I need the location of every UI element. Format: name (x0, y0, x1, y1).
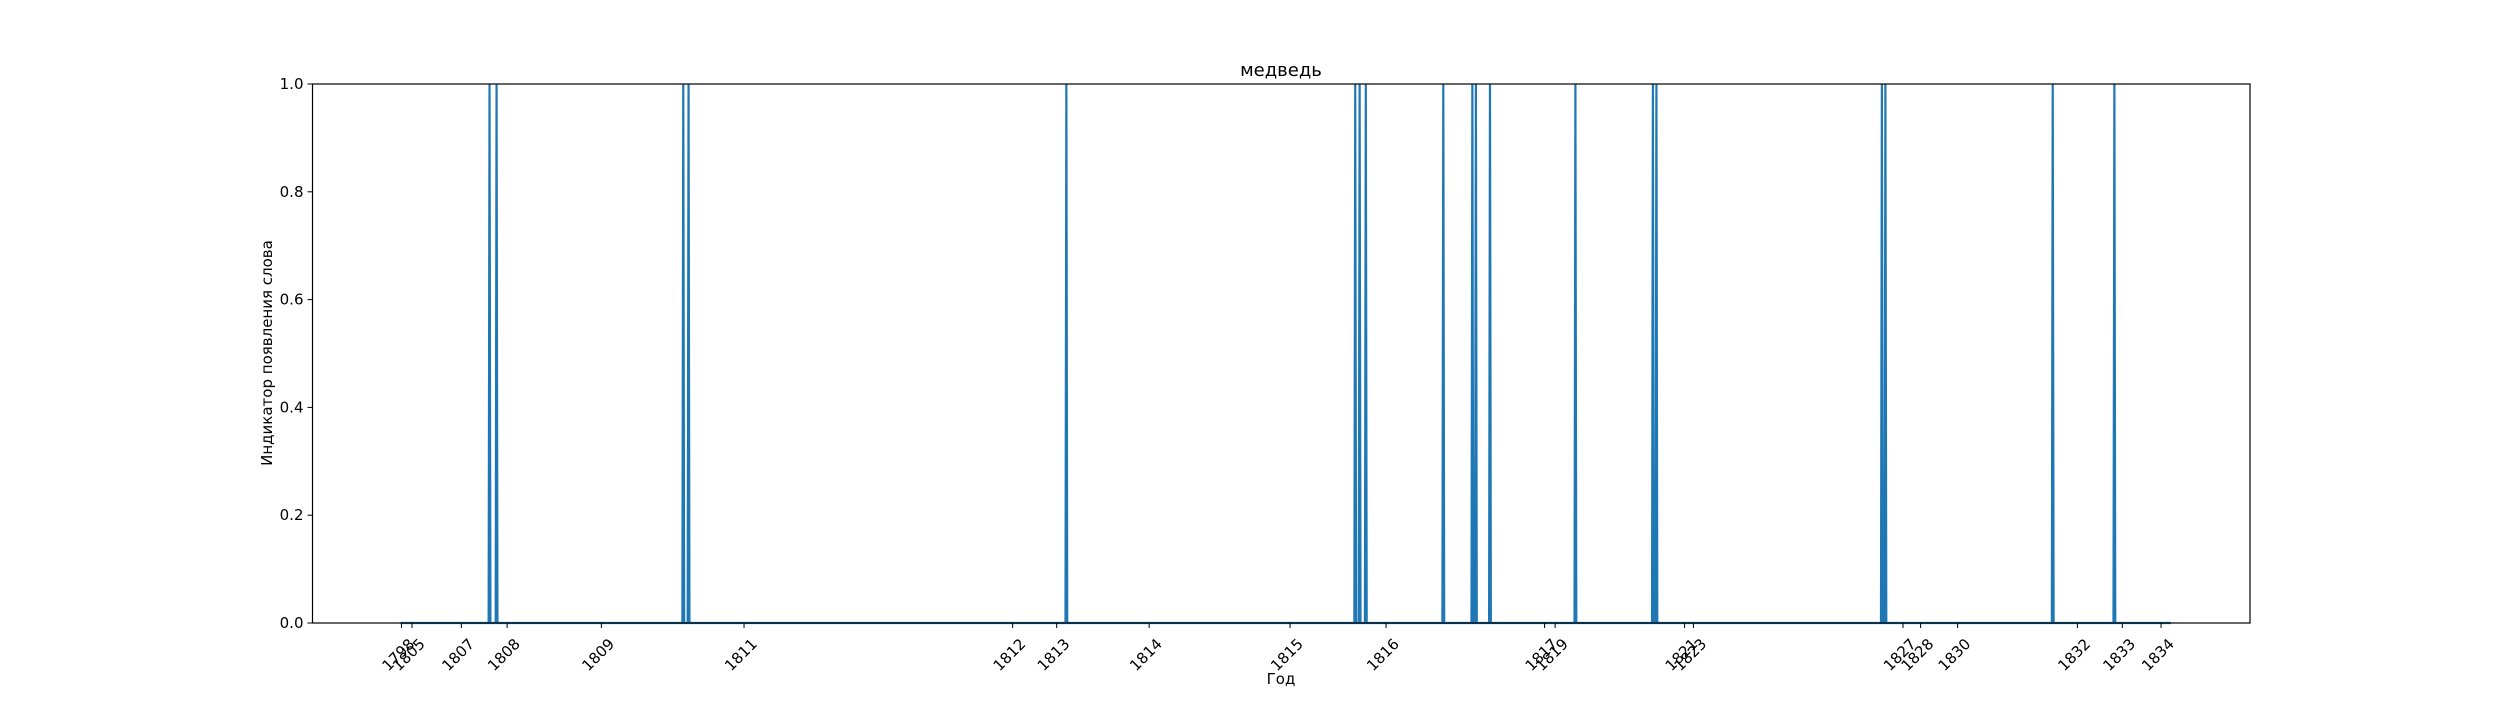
x-tick-label-5: 1811 (721, 635, 761, 675)
y-tick-label-3: 0.6 (280, 291, 304, 309)
y-tick-label-0: 0.0 (280, 614, 304, 632)
x-axis-label: Год (1267, 670, 1296, 688)
y-axis-label: Индикатор появления слова (258, 240, 276, 466)
x-tick-label-2: 1807 (438, 635, 478, 675)
x-tick-label-9: 1815 (1267, 635, 1307, 675)
y-tick-label-2: 0.4 (280, 398, 304, 416)
x-tick-label-20: 1834 (2138, 635, 2178, 675)
y-tick-label-4: 0.8 (280, 183, 304, 201)
x-tick-label-1: 1805 (389, 635, 429, 675)
x-tick-label-4: 1809 (578, 635, 618, 675)
x-tick-label-3: 1808 (484, 635, 524, 675)
x-tick-label-12: 1819 (1532, 635, 1572, 675)
x-tick-label-19: 1833 (2099, 635, 2139, 675)
y-tick-label-1: 0.2 (280, 506, 304, 524)
x-tick-label-6: 1812 (990, 635, 1030, 675)
x-tick-label-14: 1823 (1670, 635, 1710, 675)
plot-background (312, 84, 2250, 623)
y-ticks: 0.0 0.2 0.4 0.6 0.8 1.0 (280, 75, 313, 632)
x-tick-label-8: 1814 (1126, 635, 1166, 675)
plot-frame (311, 83, 2251, 624)
y-tick-label-5: 1.0 (280, 75, 304, 93)
x-tick-label-10: 1816 (1363, 635, 1403, 675)
x-tick-label-17: 1830 (1935, 635, 1975, 675)
x-tick-label-7: 1813 (1034, 635, 1074, 675)
chart-title: медведь (1240, 60, 1322, 81)
x-tick-label-18: 1832 (2054, 635, 2094, 675)
